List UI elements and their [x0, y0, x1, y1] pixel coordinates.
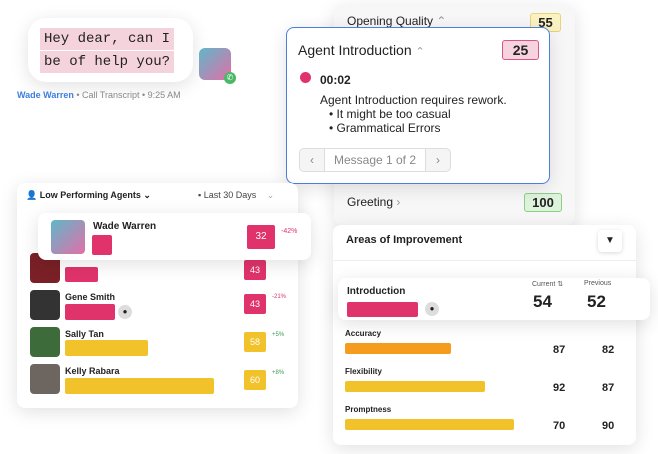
agent-name[interactable]: Kelly Rabara: [65, 366, 120, 376]
timestamp: 00:02: [320, 73, 351, 87]
date-range-dropdown[interactable]: ▪ Last 30 Days ⌄: [198, 190, 275, 200]
area-previous: 87: [602, 382, 615, 394]
area-bar: [345, 343, 451, 354]
agent-score: 60: [244, 370, 266, 390]
chat-line-1: Hey dear, can I: [40, 28, 175, 50]
agent-avatar: [51, 220, 85, 254]
bulb-icon: [300, 72, 311, 83]
agent-score-bar: [65, 378, 214, 394]
areas-of-improvement-panel: Areas of Improvement ▼: [333, 225, 636, 445]
chat-caption: Wade Warren • Call Transcript • 9:25 AM: [17, 90, 181, 100]
chat-line-2: be of help you?: [40, 51, 175, 73]
prev-message-button[interactable]: ‹: [310, 153, 314, 167]
agent-name: Wade Warren: [93, 221, 157, 232]
bulb-icon[interactable]: ●: [425, 302, 439, 316]
area-bar: [345, 419, 514, 430]
agent-delta: -21%: [272, 294, 287, 300]
area-current: 54: [533, 292, 552, 311]
greeting-label[interactable]: Greeting ›: [347, 195, 401, 209]
opening-quality-label[interactable]: Opening Quality ⌃: [347, 14, 447, 28]
agent-introduction-card: Agent Introduction ⌃ 25 00:02 Agent Intr…: [286, 27, 550, 184]
agent-score-bar: [65, 304, 115, 320]
area-bar: [345, 381, 485, 392]
area-bar: [347, 302, 418, 317]
agent-score: 43: [244, 294, 266, 314]
agent-score-bar: [92, 235, 112, 255]
agents-dropdown[interactable]: 👤 Low Performing Agents ⌄: [26, 190, 151, 200]
area-previous: 52: [587, 292, 606, 311]
bulb-icon[interactable]: ●: [118, 305, 132, 319]
previous-label: Previous: [584, 280, 612, 287]
chat-bubble: Hey dear, can I be of help you?: [28, 18, 193, 82]
filter-button[interactable]: ▼: [598, 230, 622, 252]
agent-introduction-title[interactable]: Agent Introduction ⌃: [298, 42, 425, 58]
area-previous: 90: [602, 420, 615, 432]
agent-avatar: [30, 290, 60, 320]
agent-delta: -42%: [281, 228, 298, 235]
feedback-bullet: • It might be too casual: [329, 107, 451, 121]
caption-meta: • Call Transcript • 9:25 AM: [73, 90, 181, 100]
area-current: 70: [553, 420, 566, 432]
calendar-icon: ▪: [198, 190, 202, 200]
area-name: Flexibility: [345, 367, 382, 376]
feedback-message: Agent Introduction requires rework.: [320, 93, 507, 107]
featured-area-card[interactable]: Introduction ● Current ⇅ Previous 54 52: [338, 278, 650, 320]
greeting-score: 100: [524, 193, 562, 212]
featured-agent-card[interactable]: Wade Warren 32 -42%: [38, 213, 311, 260]
area-name: Introduction: [347, 286, 406, 297]
agent-score: 32: [247, 225, 275, 249]
agent-delta: +8%: [272, 370, 285, 376]
agent-name[interactable]: Gene Smith: [65, 292, 116, 302]
agent-introduction-score: 25: [502, 40, 539, 60]
agent-score-bar: [65, 340, 148, 356]
agent-avatar: [30, 364, 60, 394]
agent-score-bar: [65, 267, 98, 282]
pager-label: Message 1 of 2: [324, 149, 426, 171]
area-name: Accuracy: [345, 329, 382, 338]
divider: [333, 260, 636, 261]
area-current: 92: [553, 382, 566, 394]
feedback-bullet: • Grammatical Errors: [329, 121, 441, 135]
areas-title: Areas of Improvement: [346, 234, 463, 246]
area-previous: 82: [602, 344, 615, 356]
current-label[interactable]: Current ⇅: [532, 281, 564, 288]
agent-avatar: [30, 327, 60, 357]
message-pager: ‹ Message 1 of 2 ›: [299, 148, 451, 172]
agent-score: 58: [244, 332, 266, 352]
area-current: 87: [553, 344, 566, 356]
agent-name[interactable]: Sally Tan: [65, 329, 104, 339]
call-icon: ✆: [224, 72, 236, 84]
agent-score: 43: [244, 260, 266, 280]
area-name: Promptness: [345, 405, 392, 414]
caption-agent[interactable]: Wade Warren: [17, 90, 74, 100]
agent-delta: +5%: [272, 332, 285, 338]
next-message-button[interactable]: ›: [436, 153, 440, 167]
